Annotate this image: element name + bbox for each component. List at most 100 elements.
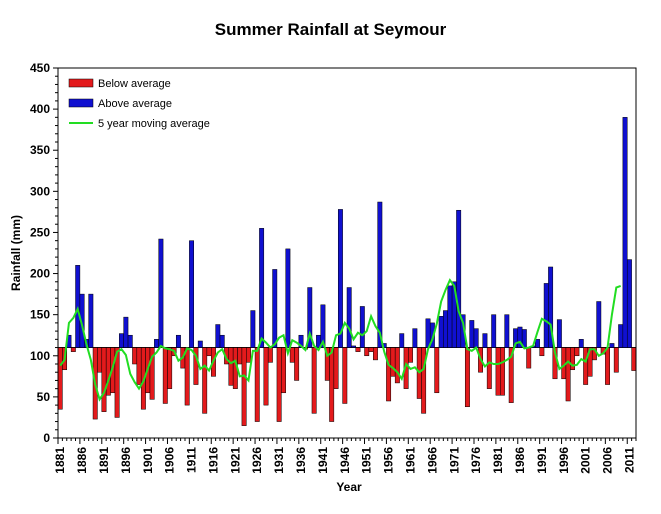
bar-1929	[267, 347, 273, 363]
y-tick-label-200: 200	[30, 267, 50, 281]
bar-1888	[88, 293, 94, 348]
bar-1984	[508, 347, 514, 403]
bar-1990	[535, 339, 540, 348]
bar-1924	[246, 347, 251, 363]
bar-1965	[425, 318, 431, 348]
bar-1966	[429, 322, 435, 348]
legend-label-moving_average: 5 year moving average	[98, 118, 210, 130]
legend: Below average Above average 5 year moving …	[68, 78, 210, 130]
bar-1988	[526, 347, 532, 369]
bar-1979	[486, 347, 492, 389]
bar-1969	[443, 310, 448, 348]
bar-2010	[622, 117, 628, 348]
x-tick-label-1911: 1911	[185, 447, 199, 473]
bar-2006	[605, 347, 610, 385]
bar-1995	[556, 319, 562, 348]
bar-1980	[491, 314, 497, 348]
bar-1905	[162, 347, 168, 404]
bar-1884	[70, 347, 76, 352]
y-tick-label-100: 100	[30, 349, 50, 363]
x-axis: 1881 1886 1891 1896 1901 1906 1911 1916 1921 1926…	[53, 438, 637, 474]
bar-1983	[504, 314, 510, 348]
bar-1968	[438, 316, 444, 348]
bar-1941	[320, 304, 326, 348]
bar-1938	[307, 287, 313, 348]
bar-2002	[587, 347, 593, 377]
x-tick-label-1996: 1996	[557, 447, 571, 474]
bar-1931	[276, 347, 282, 422]
bar-1956	[386, 347, 392, 402]
bar-1948	[351, 345, 357, 348]
x-tick-label-1886: 1886	[75, 447, 89, 474]
bar-1939	[311, 347, 317, 414]
bar-1920	[228, 347, 234, 386]
bar-1999	[574, 347, 580, 357]
x-tick-label-1951: 1951	[360, 447, 374, 474]
y-axis: 0 50 100 150 200 250 300 350 400 450	[30, 61, 58, 445]
bar-1945	[337, 209, 343, 348]
bar-1927	[259, 228, 265, 348]
y-tick-label-250: 250	[30, 225, 50, 239]
bar-1896	[123, 316, 129, 348]
bar-1906	[167, 347, 173, 389]
bar-1903	[154, 339, 159, 348]
bar-1959	[399, 333, 405, 348]
bar-1992	[543, 283, 549, 348]
x-tick-label-1881: 1881	[53, 447, 67, 474]
bar-1898	[132, 347, 138, 365]
bar-1899	[136, 347, 142, 385]
bar-1908	[175, 334, 181, 348]
bar-1982	[500, 347, 505, 396]
bar-2011	[626, 259, 632, 348]
y-tick-label-0: 0	[43, 431, 50, 445]
x-tick-label-1941: 1941	[316, 447, 330, 474]
bar-1958	[394, 347, 400, 384]
bar-1978	[482, 333, 488, 348]
bar-1953	[373, 347, 378, 361]
x-tick-label-1991: 1991	[535, 447, 549, 474]
x-tick-label-1921: 1921	[228, 447, 242, 474]
x-tick-label-1986: 1986	[513, 447, 527, 474]
bar-1997	[565, 347, 571, 402]
bar-2012	[631, 347, 637, 371]
bar-1933	[285, 248, 291, 348]
bar-1894	[114, 347, 120, 418]
bar-1891	[101, 347, 107, 412]
x-tick-label-1981: 1981	[491, 447, 505, 474]
bar-1981	[495, 347, 501, 396]
x-tick-label-1931: 1931	[272, 447, 286, 474]
bar-1952	[368, 347, 374, 352]
y-tick-label-350: 350	[30, 143, 50, 157]
bar-1961	[408, 347, 413, 363]
y-axis-title: Rainfall (mm)	[9, 215, 23, 291]
bar-1976	[473, 328, 479, 348]
bar-1974	[464, 347, 470, 408]
bar-1943	[329, 347, 335, 422]
bar-1975	[469, 320, 475, 348]
x-axis-title: Year	[336, 480, 362, 494]
x-tick-label-1891: 1891	[97, 447, 111, 474]
x-tick-label-2001: 2001	[579, 447, 593, 474]
x-tick-label-1926: 1926	[250, 447, 264, 474]
bar-1934	[289, 347, 295, 363]
bar-1932	[281, 347, 286, 394]
y-tick-label-50: 50	[37, 390, 51, 404]
legend-swatch-above	[68, 98, 94, 108]
bar-1890	[97, 347, 103, 373]
x-tick-label-1901: 1901	[141, 447, 155, 474]
bar-2004	[596, 301, 602, 348]
x-tick-label-1936: 1936	[294, 447, 308, 474]
x-tick-label-1916: 1916	[206, 447, 220, 474]
bar-1910	[184, 347, 190, 406]
y-tick-label-450: 450	[30, 61, 50, 75]
bar-1946	[342, 347, 348, 404]
bar-2001	[583, 347, 589, 385]
x-tick-label-2006: 2006	[601, 447, 615, 474]
legend-swatch-below	[68, 78, 94, 88]
bar-1915	[206, 347, 212, 357]
y-tick-label-300: 300	[30, 184, 50, 198]
bar-1913	[197, 340, 203, 348]
bar-1881	[57, 347, 63, 410]
bar-1964	[421, 347, 427, 414]
bar-1885	[75, 265, 81, 348]
